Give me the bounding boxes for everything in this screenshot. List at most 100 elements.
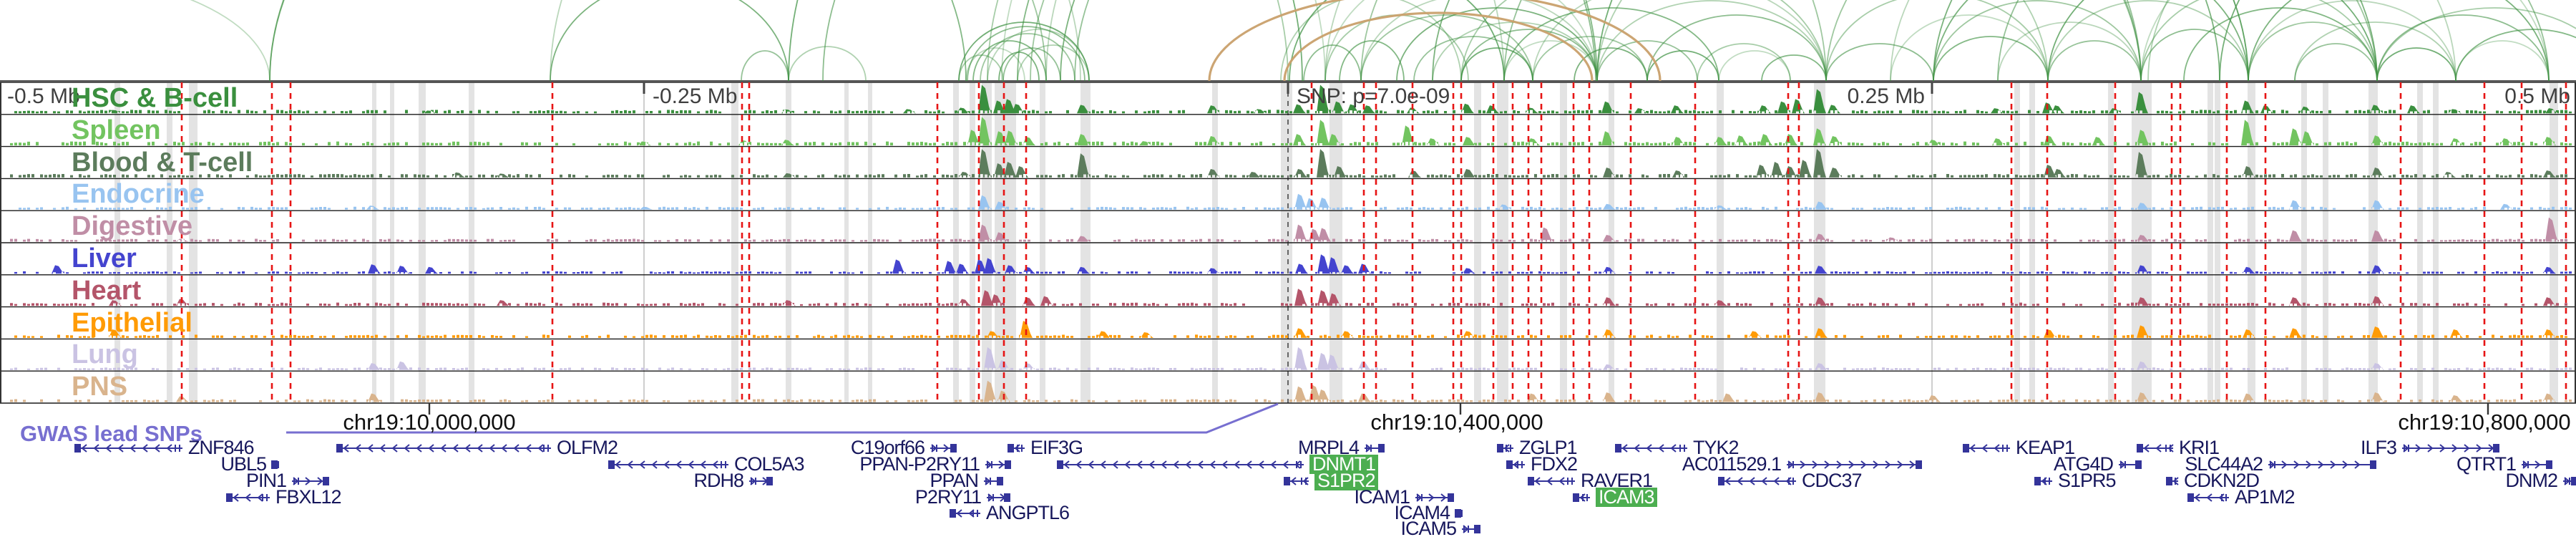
gene-eif3g: [1008, 444, 1025, 453]
gene-icam1: [1415, 493, 1454, 502]
interaction-arc: [1289, 0, 1505, 82]
interaction-arc: [1001, 0, 1326, 82]
interaction-arc: [1718, 50, 1791, 82]
interaction-arc: [2248, 0, 2457, 82]
track-label-heart: Heart: [72, 275, 142, 306]
interaction-arc: [2376, 47, 2457, 82]
gene-label-zglp1: ZGLP1: [1519, 437, 1578, 458]
track-label-blood-t-cell: Blood & T-cell: [72, 147, 253, 178]
interaction-arc: [1997, 21, 2142, 82]
gene-ubl5: [271, 460, 279, 469]
gene-slc44a2: [2268, 460, 2376, 469]
interaction-arc: [2248, 21, 2378, 82]
interaction-arc-tan: [1283, 11, 1594, 82]
gene-label-slc44a2: SLC44A2: [2185, 453, 2263, 475]
gene-label-raver1: RAVER1: [1581, 470, 1653, 491]
interaction-arc: [2294, 43, 2378, 82]
gene-c19orf66: [930, 444, 957, 453]
gene-dnm2: [2563, 477, 2576, 485]
gene-znf846: [74, 444, 182, 453]
gene-label-tyk2: TYK2: [1693, 437, 1740, 458]
interaction-arc: [1997, 0, 2550, 82]
interaction-arc: [2376, 14, 2550, 82]
scale-label-0-25-mb: -0.25 Mb: [653, 84, 738, 108]
gene-cdc37: [1718, 477, 1796, 485]
gene-ap1m2: [2187, 493, 2229, 502]
signal-spleen: [10, 117, 2572, 146]
gene-label-s1pr5: S1PR5: [2058, 470, 2117, 491]
interaction-arc: [550, 0, 789, 82]
signal-endocrine: [19, 193, 2572, 210]
gene-keap1: [1963, 444, 2010, 453]
gene-label-icam4: ICAM4: [1394, 502, 1450, 523]
gene-ac011529-1: [1787, 460, 1922, 469]
interaction-arc: [1303, 44, 1362, 82]
signal-hsc-b-cell: [14, 84, 2572, 114]
interaction-arc: [967, 26, 1085, 82]
track-label-liver: Liver: [72, 243, 137, 274]
gene-label-ap1m2: AP1M2: [2235, 486, 2296, 508]
gene-label-fdx2: FDX2: [1531, 453, 1578, 475]
interaction-arc: [1017, 44, 1090, 82]
gene-glyphs: [74, 444, 2576, 533]
gene-label-c19orf66: C19orf66: [850, 437, 925, 458]
interaction-arc: [1503, 40, 1598, 82]
gene-ppan: [984, 477, 1003, 485]
gene-dnmt1: [1057, 460, 1304, 469]
interaction-arc: [788, 46, 867, 82]
gene-label-eif3g: EIF3G: [1030, 437, 1083, 458]
signal-pns: [10, 380, 2572, 402]
interaction-arc: [1933, 36, 2049, 82]
gene-label-ubl5: UBL5: [220, 453, 267, 475]
gene-label-dnm2: DNM2: [2505, 470, 2558, 491]
track-label-spleen: Spleen: [72, 115, 161, 145]
gene-s1pr5: [2034, 477, 2052, 485]
gene-zglp1: [1497, 444, 1513, 453]
track-label-epithelial: Epithelial: [72, 307, 192, 338]
track-signals: [10, 84, 2572, 402]
interaction-arc: [1596, 40, 1698, 82]
gene-label-icam1: ICAM1: [1354, 486, 1410, 508]
gene-col5a3: [608, 460, 728, 469]
interaction-arc: [1825, 0, 2049, 82]
interaction-arc: [1360, 0, 2142, 82]
gene-label-p2ry11: P2RY11: [914, 486, 982, 508]
gene-label-col5a3: COL5A3: [734, 453, 805, 475]
interaction-arc: [1460, 47, 1533, 82]
interaction-arc: [1460, 29, 1598, 82]
interaction-arc-tan: [1208, 0, 1662, 82]
interaction-arc: [1933, 0, 1953, 82]
coord-label-chr19-10-400-000: chr19:10,400,000: [1370, 410, 1543, 435]
gene-tyk2: [1615, 444, 1687, 453]
gene-s1pr2: [1284, 477, 1309, 485]
gene-cdkn2d: [2166, 477, 2179, 485]
gene-label-ilf3: ILF3: [2360, 437, 2397, 458]
gene-label-olfm2: OLFM2: [557, 437, 618, 458]
signal-blood-t-cell: [10, 149, 2567, 178]
interaction-arc: [1933, 0, 2142, 82]
interaction-arc: [987, 0, 1289, 82]
scale-label-0-5-mb: -0.5 Mb: [7, 84, 80, 108]
interaction-arc: [1339, 40, 1405, 82]
axis-ticks: [428, 82, 2489, 415]
interaction-arc: [2219, 0, 2240, 82]
interaction-arc: [1574, 47, 1648, 82]
gene-pin1: [292, 477, 329, 485]
gene-label-kri1: KRI1: [2179, 437, 2220, 458]
interaction-arc: [1596, 0, 1827, 82]
interaction-arc: [972, 40, 1047, 82]
gene-raver1: [1528, 477, 1575, 485]
interaction-arc: [1825, 0, 2378, 82]
interaction-arc: [2455, 40, 2550, 82]
gene-label-mrpl4: MRPL4: [1297, 437, 1360, 458]
scale-label-snp-p-7-0e-09: SNP: p=7.0e-09: [1297, 84, 1450, 108]
gene-label-cdc37: CDC37: [1802, 470, 1863, 491]
gene-fbxl12: [226, 493, 270, 502]
interaction-arc: [1360, 0, 1598, 82]
gene-mrpl4: [1365, 444, 1385, 453]
gene-label-atg4d: ATG4D: [2053, 453, 2114, 475]
interaction-arc: [980, 33, 1075, 82]
gene-fdx2: [1506, 460, 1525, 469]
